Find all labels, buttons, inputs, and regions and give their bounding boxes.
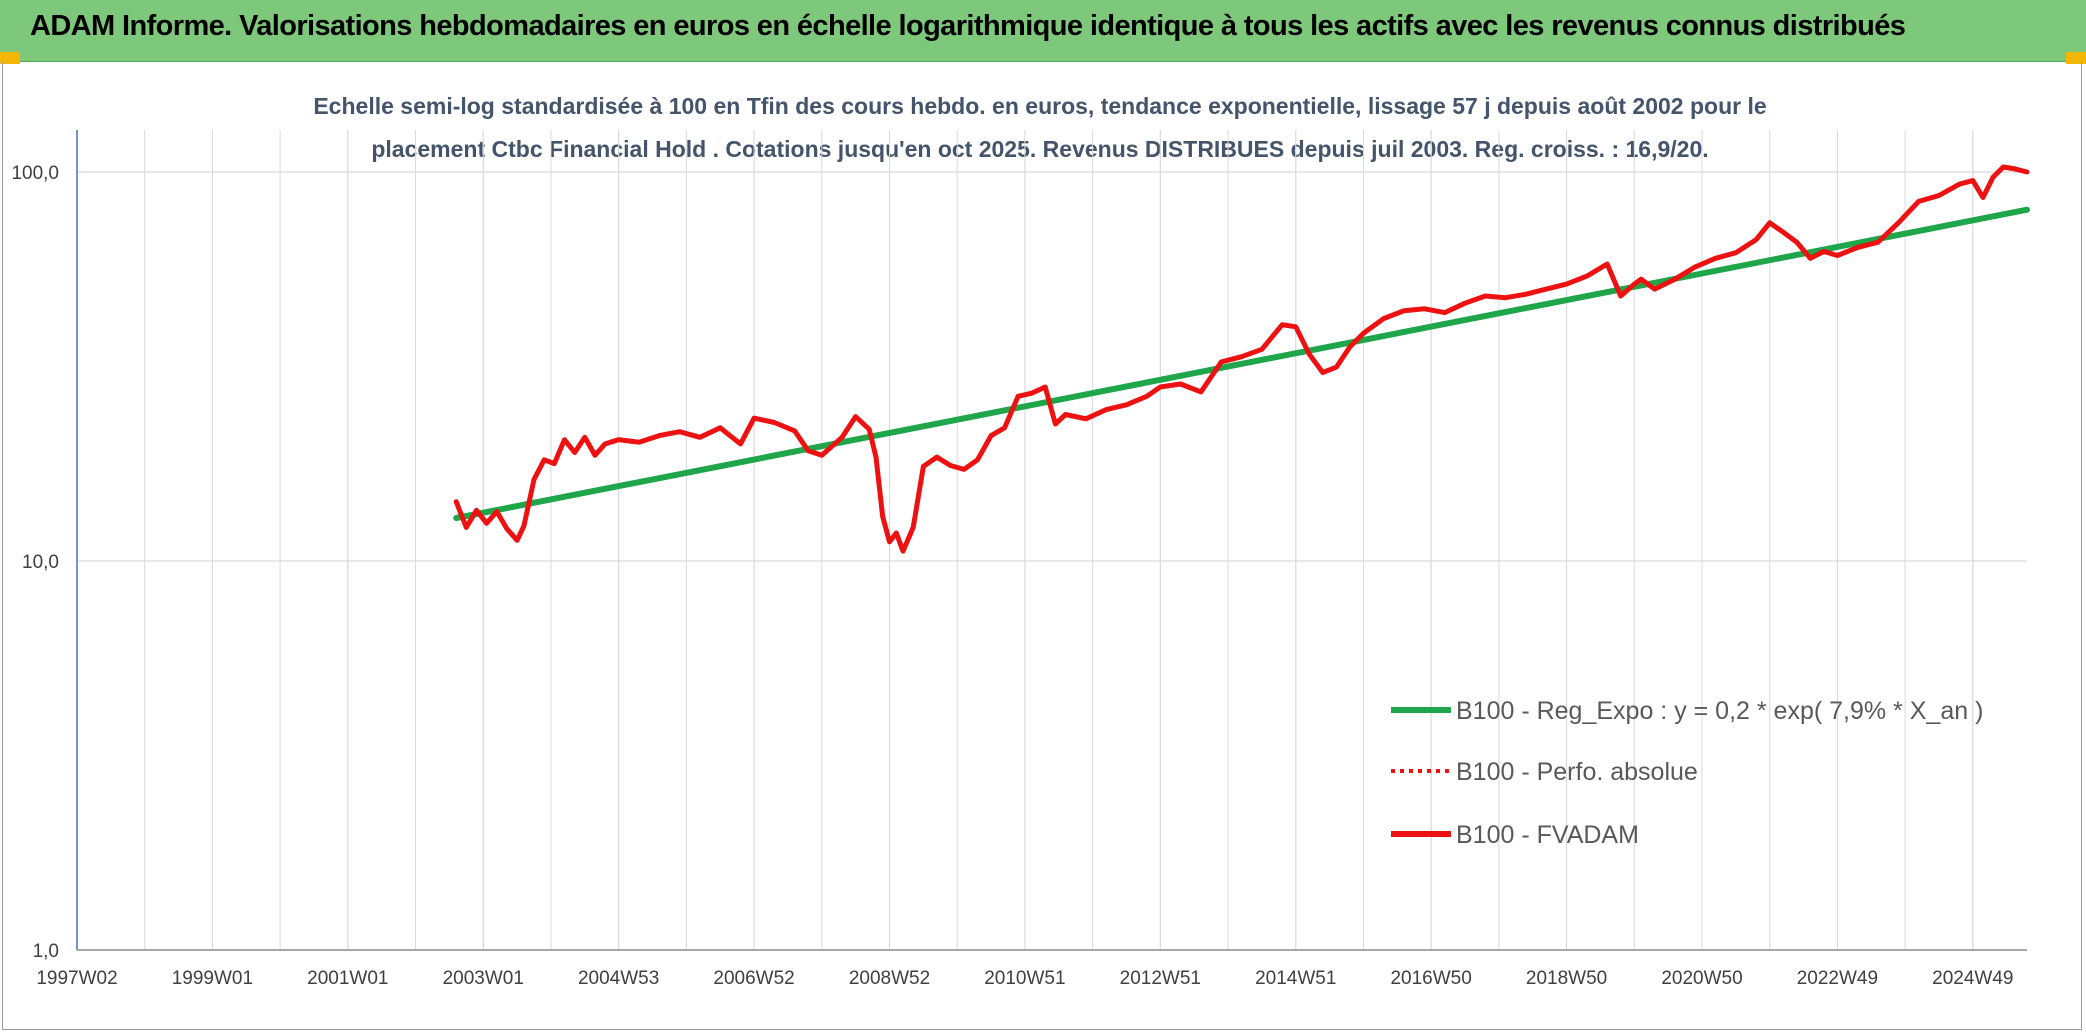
legend-item-perfo-absolue-label: B100 - Perfo. absolue [1456, 758, 1698, 786]
x-tick-label: 2004W53 [578, 968, 659, 989]
chart-frame [2, 62, 2082, 1030]
report-banner: ADAM Informe. Valorisations hebdomadaire… [0, 0, 2086, 62]
corner-marker-right [2066, 52, 2086, 64]
chart-title-line-1: Echelle semi-log standardisée à 100 en T… [313, 93, 1766, 119]
x-tick-label: 1999W01 [172, 968, 253, 989]
y-tick-label: 10,0 [22, 552, 59, 573]
x-tick-label: 2008W52 [849, 968, 930, 989]
y-tick-label: 100,0 [11, 163, 59, 184]
x-tick-label: 2006W52 [713, 968, 794, 989]
x-tick-label: 2022W49 [1797, 968, 1878, 989]
x-tick-label: 2001W01 [307, 968, 388, 989]
legend-item-regression-label: B100 - Reg_Expo : y = 0,2 * exp( 7,9% * … [1456, 697, 1983, 725]
regression-line [453, 206, 2030, 521]
x-tick-label: 2018W50 [1526, 968, 1607, 989]
legend: B100 - Reg_Expo : y = 0,2 * exp( 7,9% * … [1391, 697, 1983, 849]
x-tick-label: 2012W51 [1120, 968, 1201, 989]
tick-labels: 100,0 10,0 1,0 1997W02 1999W01 2001W01 2003W01… [11, 163, 2013, 989]
x-tick-label: 2014W51 [1255, 968, 1336, 989]
x-tick-label: 1997W02 [36, 968, 117, 989]
series [453, 164, 2030, 554]
legend-item-fvadam-label: B100 - FVADAM [1456, 821, 1639, 849]
corner-marker-left [0, 52, 20, 64]
chart-title-line-2: placement Ctbc Financial Hold . Cotation… [371, 136, 1708, 162]
x-tick-label: 2020W50 [1661, 968, 1742, 989]
fvadam-line [453, 164, 2030, 554]
axes [76, 130, 2027, 951]
x-tick-label: 2003W01 [443, 968, 524, 989]
x-tick-label: 2024W49 [1932, 968, 2013, 989]
x-tick-label: 2010W51 [984, 968, 1065, 989]
report-title: ADAM Informe. Valorisations hebdomadaire… [30, 10, 1906, 42]
x-tick-label: 2016W50 [1390, 968, 1471, 989]
y-tick-label: 1,0 [33, 941, 59, 962]
